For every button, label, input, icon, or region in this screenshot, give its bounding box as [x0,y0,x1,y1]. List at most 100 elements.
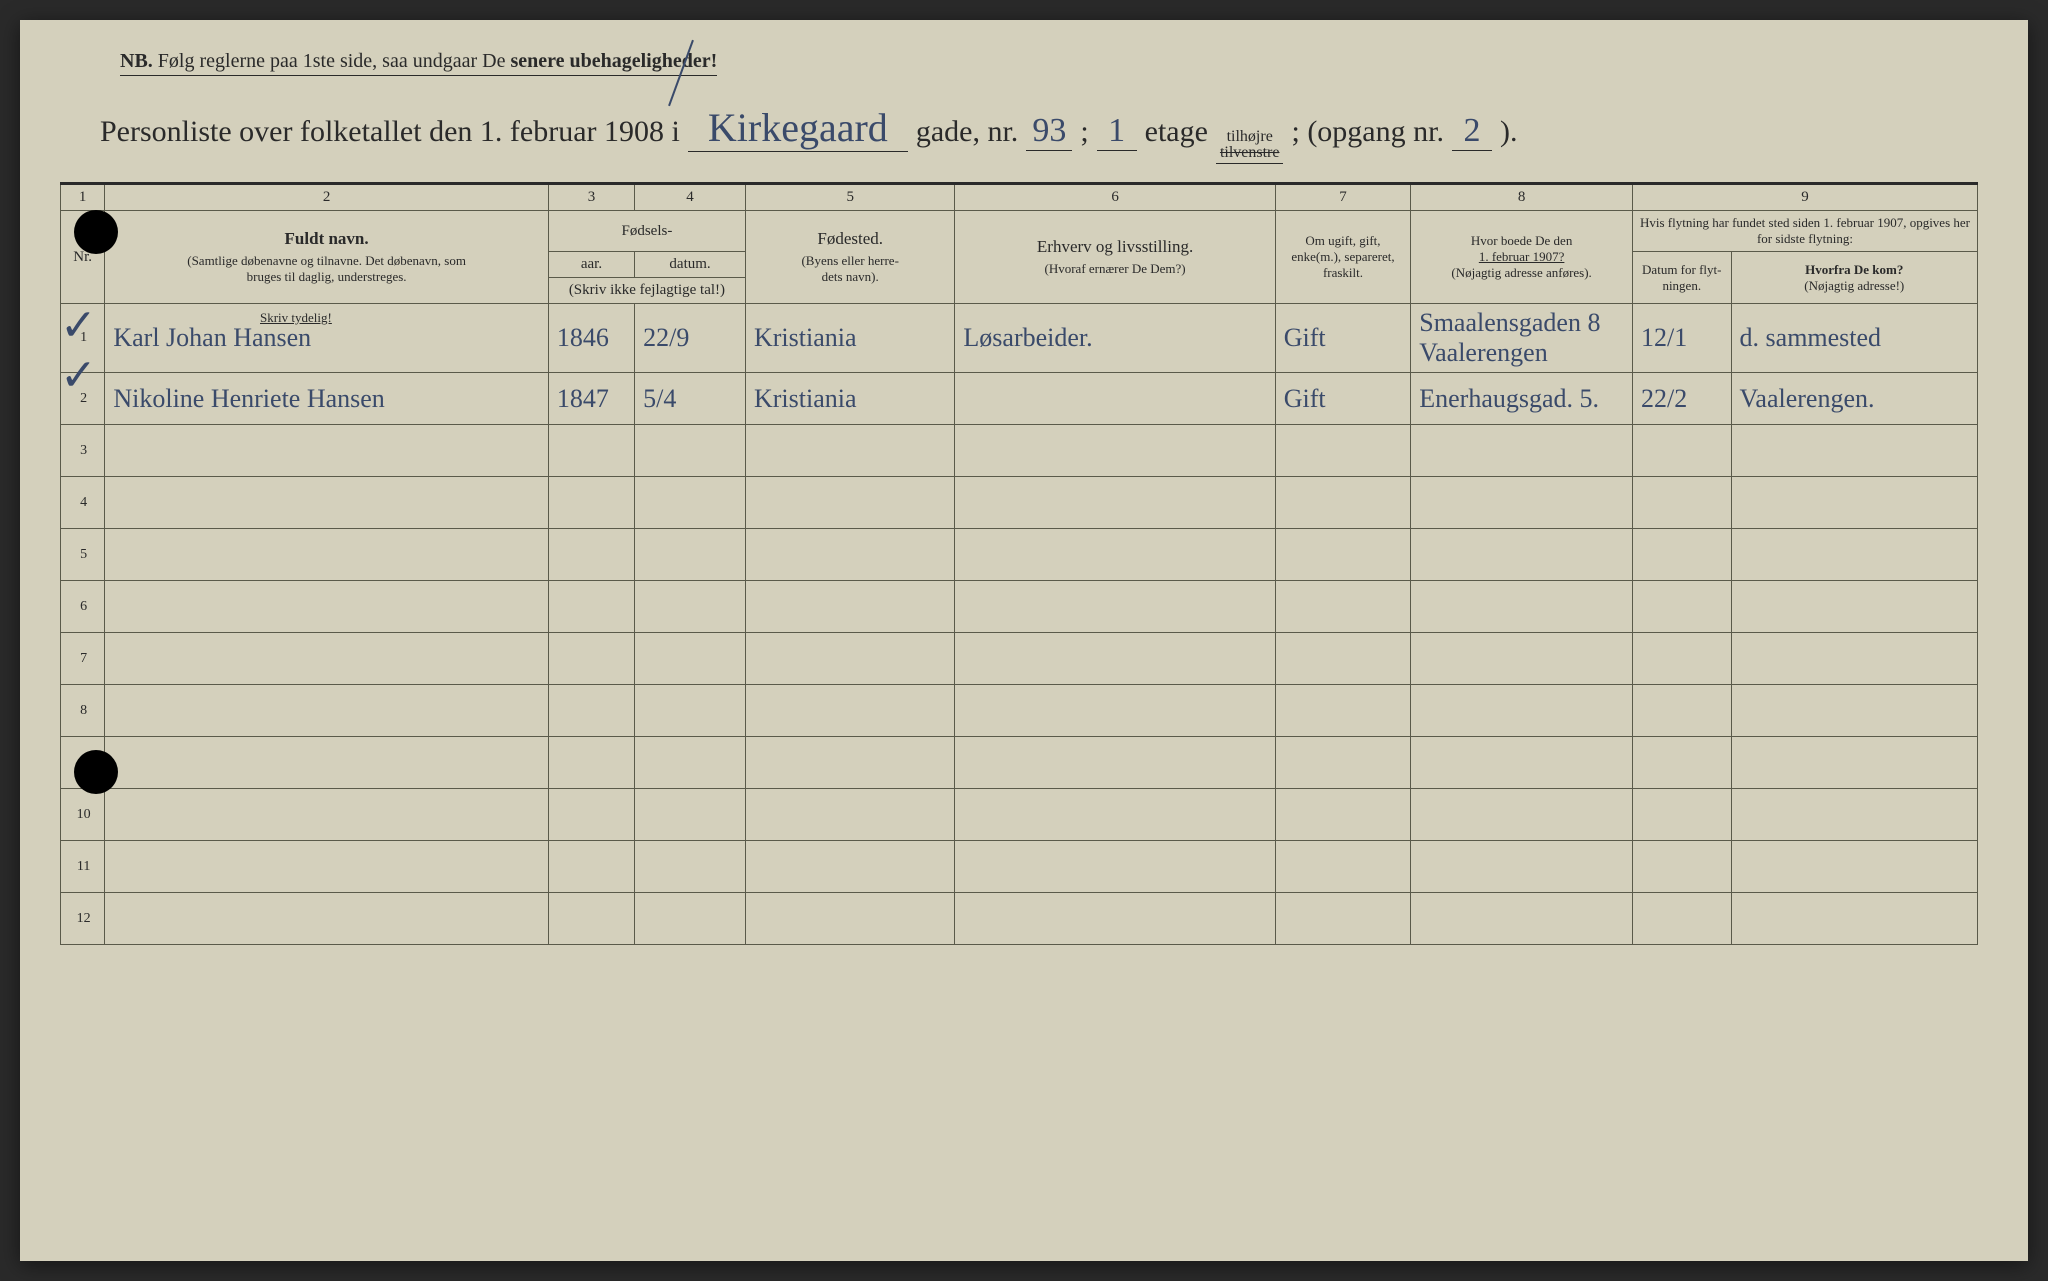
punch-hole [74,750,118,794]
cell-aar: 1846 [548,304,634,373]
header-p1: Personliste over folketallet den 1. febr… [100,115,680,149]
cell-datum: 5/4 [635,373,746,425]
cell-flyt_fra [1731,737,1977,789]
cell-addr1907 [1411,737,1633,789]
nb-instruction: NB. Følg reglerne paa 1ste side, saa und… [120,50,717,76]
cell-flyt_fra [1731,477,1977,529]
cell-fodested [745,633,954,685]
cell-flyt_dato: 12/1 [1632,304,1731,373]
table-row: 10 [61,789,1978,841]
cell-addr1907 [1411,529,1633,581]
cell-flyt_dato [1632,477,1731,529]
column-number-row: 1 2 3 4 5 6 7 8 9 [61,184,1978,211]
cell-flyt_dato [1632,529,1731,581]
cell-erhverv [955,737,1275,789]
cell-datum: 22/9 [635,304,746,373]
hdr-name-main: Fuldt navn. [111,229,542,249]
hdr-1907-date: 1. februar 1907? [1417,249,1626,265]
table-row: 8 [61,685,1978,737]
hdr-aar: aar. [548,252,634,278]
cell-nr: 8 [61,685,105,737]
cell-datum [635,477,746,529]
hdr-fodested-sub: (Byens eller herre- dets navn). [752,253,948,285]
cell-datum [635,685,746,737]
table-head: 1 2 3 4 5 6 7 8 9 Nr. Fuldt navn. (Samtl… [61,184,1978,304]
side-box: tilhøjre tilvenstre [1216,129,1284,164]
colnum: 8 [1411,184,1633,211]
cell-flyt_fra: d. sammested [1731,304,1977,373]
cell-name [105,841,549,893]
cell-fodested [745,581,954,633]
cell-addr1907 [1411,685,1633,737]
cell-flyt_dato [1632,581,1731,633]
floor-fill: 1 [1097,112,1137,151]
cell-fodested: Kristiania [745,304,954,373]
cell-flyt_fra [1731,633,1977,685]
cell-aar [548,581,634,633]
cell-gift [1275,633,1411,685]
cell-datum [635,529,746,581]
cell-gift: Gift [1275,373,1411,425]
header-p3: etage [1145,115,1208,149]
hdr-1907-main: Hvor boede De den [1417,233,1626,249]
census-form-page: ✓ ✓ NB. Følg reglerne paa 1ste side, saa… [20,20,2028,1261]
hdr-datum: datum. [635,252,746,278]
cell-erhverv [955,477,1275,529]
cell-addr1907 [1411,425,1633,477]
cell-flyt_fra [1731,893,1977,945]
cell-name: Nikoline Henriete Hansen [105,373,549,425]
hdr-fodsels: Fødsels- [548,211,745,252]
hdr-flyt-top: Hvis flytning har fundet sted siden 1. f… [1639,215,1971,247]
cell-aar [548,789,634,841]
cell-fodested [745,425,954,477]
hdr-gift: Om ugift, gift, enke(m.), separeret, fra… [1275,211,1411,304]
cell-erhverv [955,789,1275,841]
cell-aar [548,737,634,789]
cell-flyt_fra [1731,529,1977,581]
cell-datum [635,737,746,789]
cell-gift: Gift [1275,304,1411,373]
cell-flyt_dato [1632,789,1731,841]
hdr-1907-sub: (Nøjagtig adresse anføres). [1417,265,1626,281]
cell-gift [1275,893,1411,945]
header-row-1: Nr. Fuldt navn. (Samtlige døbenavne og t… [61,211,1978,252]
cell-name [105,529,549,581]
colnum: 7 [1275,184,1411,211]
hdr-erhverv-main: Erhverv og livsstilling. [961,237,1268,257]
cell-datum [635,633,746,685]
colnum: 6 [955,184,1275,211]
cell-flyt_fra [1731,685,1977,737]
cell-nr: 4 [61,477,105,529]
check-mark: ✓ [60,300,97,351]
cell-fodested [745,477,954,529]
cell-flyt_fra: Vaalerengen. [1731,373,1977,425]
cell-gift [1275,841,1411,893]
cell-flyt_dato [1632,737,1731,789]
colnum: 2 [105,184,549,211]
cell-fodested: Kristiania [745,373,954,425]
cell-flyt_dato [1632,893,1731,945]
hdr-flyt-dato: Datum for flyt- ningen. [1632,252,1731,304]
side-top: tilhøjre [1220,129,1280,145]
cell-name [105,425,549,477]
cell-fodested [745,893,954,945]
cell-flyt_fra [1731,841,1977,893]
cell-nr: 7 [61,633,105,685]
cell-flyt_fra [1731,581,1977,633]
cell-name [105,737,549,789]
hdr-name: Fuldt navn. (Samtlige døbenavne og tilna… [105,211,549,304]
nb-prefix: NB. [120,50,153,72]
cell-name [105,633,549,685]
header-p2: gade, nr. [916,115,1018,149]
cell-addr1907 [1411,841,1633,893]
cell-addr1907 [1411,893,1633,945]
cell-gift [1275,425,1411,477]
hdr-name-sub1: (Samtlige døbenavne og tilnavne. Det døb… [111,253,542,269]
cell-aar [548,841,634,893]
cell-fodested [745,685,954,737]
cell-flyt_dato: 22/2 [1632,373,1731,425]
table-row: 1Karl Johan Hansen184622/9KristianiaLøsa… [61,304,1978,373]
hdr-flyt-dato-text: Datum for flyt- ningen. [1639,262,1725,294]
hdr-erhverv-sub: (Hvoraf ernærer De Dem?) [961,261,1268,277]
cell-erhverv [955,425,1275,477]
